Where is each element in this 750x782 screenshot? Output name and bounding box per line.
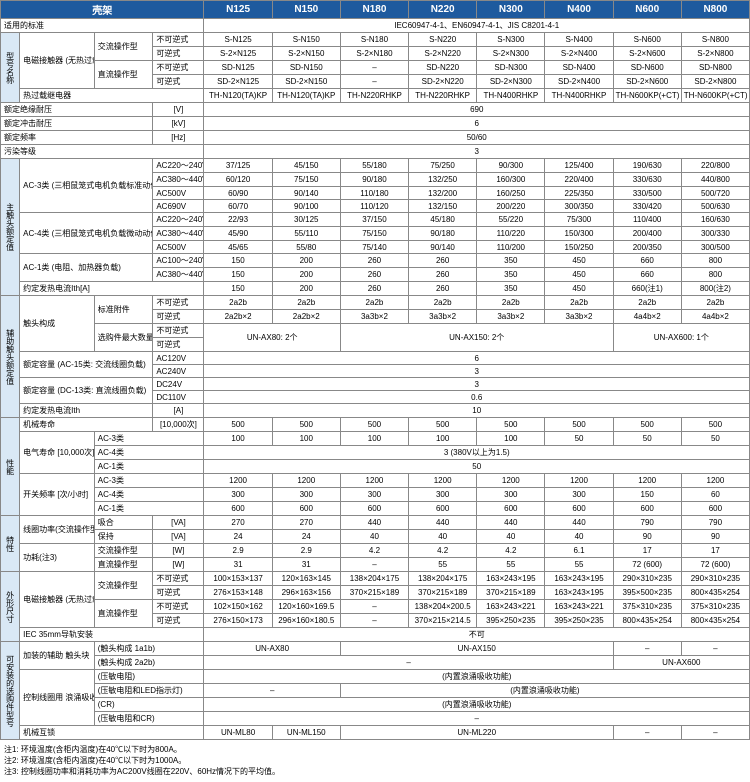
col-n600: N600 <box>613 1 681 19</box>
std-value: IEC60947-4-1、EN60947-4-1、JIS C8201-4-1 <box>204 19 750 33</box>
g1-contactor: 电磁接触器 (无热过载继电器: 开放式) <box>20 33 95 89</box>
g1-m1: 不可逆式 <box>153 33 204 47</box>
col-n125: N125 <box>204 1 272 19</box>
std-label: 适用的标准 <box>1 19 204 33</box>
col-n150: N150 <box>272 1 340 19</box>
col-n300: N300 <box>477 1 545 19</box>
g1-side: 型号名称 <box>1 33 20 103</box>
g1-ac: 交流操作型 <box>94 33 153 61</box>
title: 壳架 <box>1 1 204 19</box>
col-n220: N220 <box>409 1 477 19</box>
col-n180: N180 <box>340 1 408 19</box>
footnotes: 注1: 环境温度(含柜内温度)在40℃以下时为800A。 注2: 环境温度(含柜… <box>0 740 750 782</box>
note2: 注2: 环境温度(含柜内温度)在40℃以下时为1000A。 <box>4 755 746 766</box>
note3: 注3: 控制线圈功率和消耗功率为AC200V线圈在220V、60Hz情况下的平均… <box>4 766 746 777</box>
col-n800: N800 <box>681 1 749 19</box>
header-row: 壳架 N125 N150 N180 N220 N300 N400 N600 N8… <box>1 1 750 19</box>
col-n400: N400 <box>545 1 613 19</box>
std-row: 适用的标准 IEC60947-4-1、EN60947-4-1、JIS C8201… <box>1 19 750 33</box>
